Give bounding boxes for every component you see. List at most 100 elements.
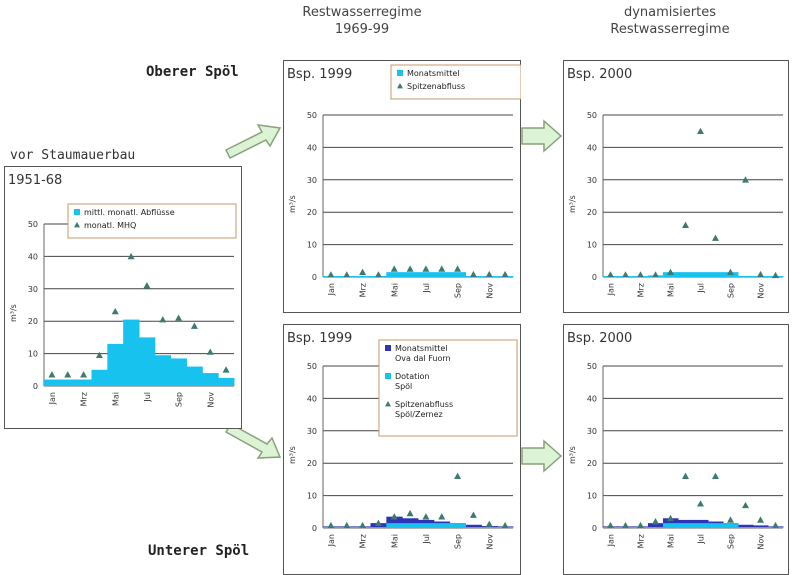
lower-1999-point-s2-5	[406, 509, 414, 517]
lower-1999-xtick-Sep: Sep	[454, 534, 463, 549]
lower-2000-panel-label: Bsp. 2000	[567, 331, 632, 346]
lower-2000-ytick-2: 20	[587, 459, 597, 468]
before-bar-s0-5	[123, 319, 140, 386]
section-label-lower: Unterer Spöl	[148, 543, 250, 559]
lower-2000-bar-s0-3	[648, 523, 664, 528]
upper-2000-bar-s0-6	[693, 272, 709, 277]
upper-1999-ytick-1: 10	[307, 241, 317, 250]
before-legend-box	[67, 203, 237, 239]
arrow-before-to-lower	[224, 422, 282, 459]
lower-1999-bar-s0-9	[465, 524, 482, 528]
upper-1999-xtick-Sep: Sep	[454, 283, 463, 298]
chart-lower-1999: Bsp. 1999 0 10 20 30 40 50 m³/s Jan Mrz Mai Jul Sep N…	[283, 324, 521, 575]
chart-upper-1999: Bsp. 1999 0 10 20 30 40 50 m³/s Jan Mrz Mai Jul Sep N…	[283, 60, 521, 313]
before-bar-s0-8	[170, 358, 187, 386]
lower-2000-point-s2-4	[667, 514, 674, 522]
lower-2000-xtick-Jul: Jul	[697, 534, 706, 545]
upper-1999-point-s1-4	[390, 265, 398, 272]
lower-1999-bar-s0-4	[386, 516, 403, 528]
lower-1999-ytick-2: 20	[307, 459, 317, 468]
lower-2000-point-s2-7	[712, 472, 719, 479]
upper-1999-legend-label-0: Monatsmittel	[407, 69, 460, 78]
lower-1999-point-s2-10	[485, 520, 493, 527]
lower-1999-bar-s1-9	[465, 527, 482, 528]
upper-1999-point-s1-0	[327, 271, 335, 278]
lower-1999-xtick-Mrz: Mrz	[359, 534, 368, 548]
lower-1999-ytick-0: 0	[312, 524, 317, 533]
before-xtick-Mrz: Mrz	[80, 392, 89, 406]
lower-2000-ytick-1: 10	[587, 492, 597, 501]
before-xtick-Sep: Sep	[175, 392, 184, 407]
upper-2000-bar-s0-7	[708, 272, 724, 277]
upper-1999-ytick-2: 20	[307, 208, 317, 217]
upper-1999-xtick-Mrz: Mrz	[359, 283, 368, 297]
upper-1999-bar-s0-2	[354, 276, 371, 277]
upper-1999-xtick-Nov: Nov	[485, 283, 494, 299]
upper-1999-point-s1-7	[438, 265, 446, 272]
lower-1999-point-s2-0	[327, 521, 335, 529]
upper-1999-xtick-Jan: Jan	[327, 283, 336, 296]
upper-2000-ytick-5: 50	[587, 111, 597, 120]
lower-1999-point-s2-7	[438, 513, 446, 520]
upper-2000-point-s1-4	[667, 268, 674, 275]
upper-2000-xtick-Nov: Nov	[757, 283, 766, 299]
lower-1999-bar-s1-6	[418, 523, 435, 528]
column-header-dynamisiert-line1: dynamisiertes	[623, 5, 717, 20]
upper-2000-point-s1-8	[727, 268, 734, 275]
lower-2000-point-s2-2	[637, 521, 644, 529]
before-xtick-Jan: Jan	[48, 392, 57, 405]
before-point-s1-4	[111, 307, 119, 315]
lower-1999-ytick-5: 50	[307, 362, 317, 371]
upper-2000-ytick-0: 0	[592, 273, 597, 282]
lower-1999-bar-s1-5	[402, 523, 419, 528]
lower-1999-point-s2-6	[422, 513, 430, 520]
upper-1999-xtick-Mai: Mai	[390, 283, 399, 297]
lower-1999-legend-swatch-1	[385, 373, 391, 379]
column-header-restwasser: Restwasserregime 1969-99	[292, 4, 432, 38]
upper-1999-point-s1-11	[501, 270, 509, 278]
upper-1999-point-s1-8	[454, 265, 462, 272]
lower-1999-legend-label-0-line2: Ova dal Fuorn	[395, 354, 451, 363]
lower-2000-bar-s1-9	[738, 527, 754, 528]
lower-1999-bar-s1-10	[481, 527, 498, 528]
before-bar-s0-3	[91, 369, 108, 386]
lower-2000-ytick-3: 30	[587, 427, 597, 436]
before-bar-s0-2	[75, 379, 92, 386]
upper-2000-point-s1-7	[712, 234, 719, 241]
before-point-s1-9	[190, 322, 198, 329]
lower-1999-panel-label: Bsp. 1999	[287, 331, 352, 346]
lower-1999-legend-label-1-line2: Spöl	[395, 382, 412, 391]
lower-2000-point-s2-10	[757, 516, 764, 523]
column-header-restwasser-line2: 1969-99	[334, 22, 390, 37]
lower-1999-xtick-Nov: Nov	[485, 534, 494, 550]
upper-1999-point-s1-6	[422, 265, 430, 272]
lower-2000-bar-s0-9	[738, 524, 754, 528]
upper-2000-xtick-Mrz: Mrz	[637, 283, 646, 297]
lower-2000-bar-s1-7	[708, 523, 724, 528]
before-bar-s0-1	[59, 379, 77, 386]
upper-1999-bar-s0-7	[433, 272, 451, 277]
before-point-s1-8	[175, 314, 183, 321]
before-legend-label-1: monatl. MHQ	[84, 221, 136, 230]
upper-1999-bar-s0-5	[402, 272, 419, 277]
section-label-upper: Oberer Spöl	[146, 64, 239, 80]
lower-2000-bar-s1-6	[693, 523, 709, 528]
upper-2000-point-s1-2	[637, 271, 644, 278]
lower-1999-legend-swatch-2	[385, 401, 391, 407]
upper-2000-point-s1-10	[757, 270, 764, 278]
upper-2000-ylabel: m³/s	[568, 195, 577, 213]
before-bar-s0-11	[218, 377, 235, 386]
lower-2000-xtick-Jan: Jan	[607, 534, 616, 547]
lower-1999-ylabel: m³/s	[288, 446, 297, 464]
before-point-s1-11	[222, 366, 230, 373]
lower-2000-xtick-Mai: Mai	[667, 534, 676, 548]
upper-1999-ytick-0: 0	[312, 273, 317, 282]
before-ytick-0: 0	[33, 382, 38, 391]
lower-2000-frame	[563, 324, 789, 575]
upper-1999-ytick-3: 30	[307, 176, 317, 185]
lower-1999-xtick-Jan: Jan	[327, 534, 336, 547]
chart-upper-2000: Bsp. 2000 0 10 20 30 40 50 m³/s Jan Mrz Mai Jul Sep N…	[563, 60, 789, 313]
lower-1999-legend-label-0-line1: Monatsmittel	[395, 344, 448, 353]
upper-2000-point-s1-5	[682, 221, 689, 228]
